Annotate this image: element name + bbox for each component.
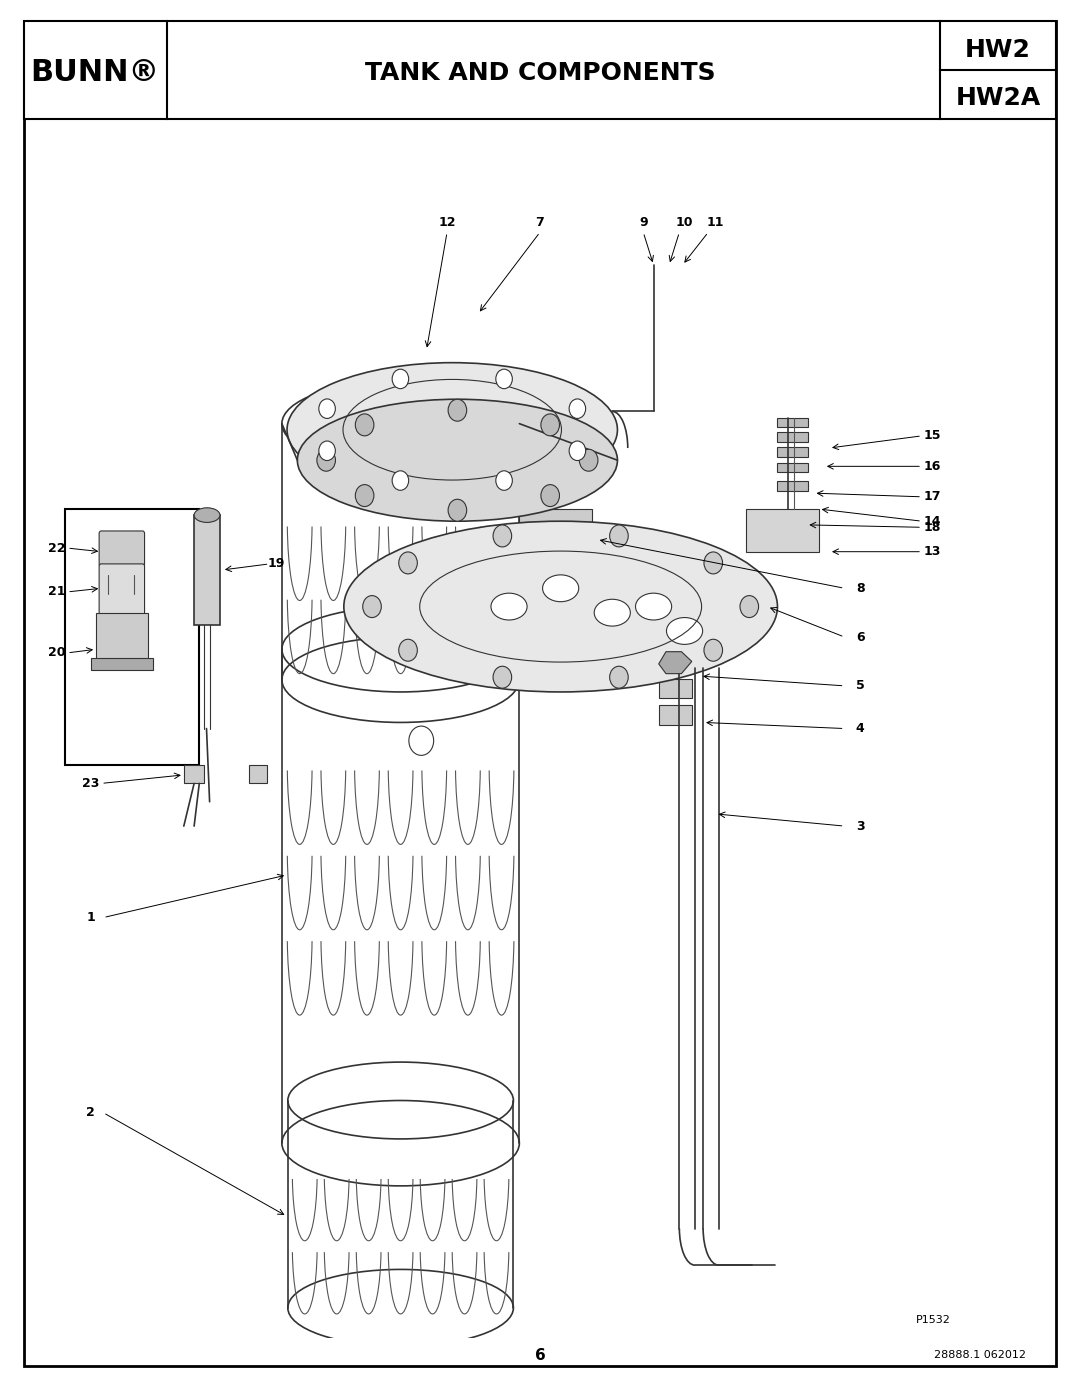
Text: 16: 16 (923, 460, 941, 472)
Circle shape (530, 531, 545, 548)
Text: 10: 10 (676, 217, 693, 229)
Ellipse shape (287, 363, 618, 497)
Text: 21: 21 (48, 585, 66, 598)
Ellipse shape (666, 617, 703, 644)
Text: BUNN®: BUNN® (30, 59, 160, 87)
Circle shape (541, 485, 559, 507)
Circle shape (496, 369, 512, 388)
Circle shape (448, 499, 467, 521)
Text: 19: 19 (268, 557, 285, 570)
FancyBboxPatch shape (65, 509, 200, 766)
Bar (24, 21, 1056, 119)
Bar (91, 658, 153, 671)
Circle shape (569, 441, 585, 461)
Text: P1532: P1532 (916, 1315, 950, 1326)
Text: 13: 13 (923, 545, 941, 559)
Bar (778, 481, 809, 490)
Circle shape (319, 400, 336, 419)
Bar (778, 432, 809, 441)
Circle shape (392, 471, 408, 490)
Ellipse shape (542, 576, 579, 602)
Circle shape (399, 640, 417, 661)
Circle shape (355, 414, 374, 436)
Text: 15: 15 (923, 429, 941, 443)
Bar (194, 515, 220, 624)
Ellipse shape (194, 507, 220, 522)
Circle shape (704, 640, 723, 661)
Text: 14: 14 (923, 514, 941, 528)
Circle shape (399, 552, 417, 574)
Circle shape (355, 485, 374, 507)
Circle shape (541, 414, 559, 436)
FancyBboxPatch shape (24, 21, 1056, 1366)
Text: 5: 5 (855, 679, 864, 693)
Ellipse shape (297, 400, 618, 521)
Circle shape (316, 450, 336, 471)
Circle shape (494, 666, 512, 689)
FancyBboxPatch shape (659, 679, 692, 698)
Text: 28888.1 062012: 28888.1 062012 (934, 1350, 1026, 1361)
Bar (778, 462, 809, 472)
Bar (248, 766, 268, 784)
Polygon shape (659, 652, 692, 673)
Bar (184, 766, 204, 784)
FancyBboxPatch shape (99, 531, 145, 566)
FancyBboxPatch shape (519, 509, 592, 557)
Ellipse shape (635, 594, 672, 620)
Circle shape (392, 369, 408, 388)
Circle shape (448, 400, 467, 422)
Text: 23: 23 (82, 777, 99, 789)
Ellipse shape (594, 599, 631, 626)
Text: 22: 22 (48, 542, 66, 555)
Circle shape (363, 595, 381, 617)
Text: HW2: HW2 (966, 38, 1030, 63)
FancyBboxPatch shape (659, 705, 692, 725)
Circle shape (740, 595, 758, 617)
Text: 7: 7 (536, 217, 544, 229)
Text: 6: 6 (535, 1348, 545, 1362)
Circle shape (569, 400, 585, 419)
Text: 1: 1 (86, 911, 95, 923)
Circle shape (319, 441, 336, 461)
Bar (96, 613, 148, 661)
Circle shape (579, 450, 598, 471)
Circle shape (609, 525, 629, 546)
Text: HW2A: HW2A (956, 85, 1040, 110)
Bar (778, 418, 809, 427)
Text: 2: 2 (86, 1106, 95, 1119)
Text: 20: 20 (48, 647, 66, 659)
Text: 17: 17 (923, 490, 941, 503)
Text: 6: 6 (855, 630, 864, 644)
Text: 11: 11 (706, 217, 725, 229)
Text: 12: 12 (438, 217, 456, 229)
Text: 3: 3 (855, 820, 864, 833)
FancyBboxPatch shape (99, 564, 145, 615)
Circle shape (409, 726, 434, 756)
Text: 4: 4 (855, 722, 864, 735)
Text: 8: 8 (855, 581, 864, 595)
Text: 9: 9 (639, 217, 648, 229)
Bar (746, 509, 819, 552)
Bar (778, 447, 809, 457)
Circle shape (569, 531, 583, 548)
Text: TANK AND COMPONENTS: TANK AND COMPONENTS (365, 60, 715, 85)
Circle shape (496, 471, 512, 490)
Ellipse shape (343, 521, 778, 692)
Circle shape (609, 666, 629, 689)
Circle shape (494, 525, 512, 546)
Circle shape (704, 552, 723, 574)
Ellipse shape (491, 594, 527, 620)
Text: 18: 18 (923, 521, 941, 534)
